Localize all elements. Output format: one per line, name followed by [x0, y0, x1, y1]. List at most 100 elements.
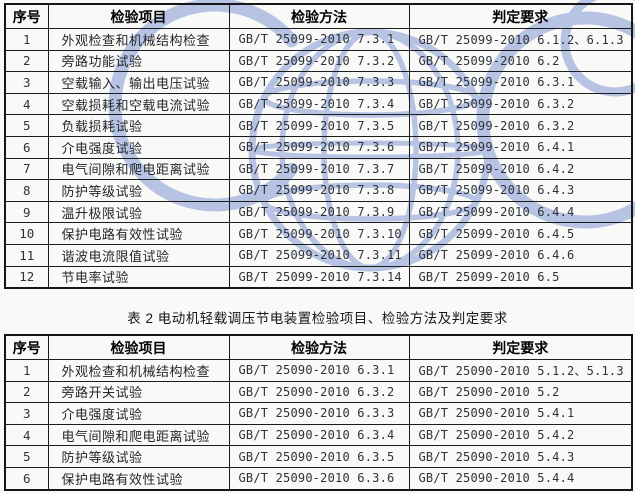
table-row: 1 外观检查和机械结构检查 GB/T 25099-2010 7.3.1 GB/T 25… — [4, 28, 633, 51]
table-row: 4 空载损耗和空载电流试验 GB/T 25099-2010 7.3.4 GB/T 25… — [4, 92, 633, 116]
table-row: 3 空载输入、输出电压试验 GB/T 25099-2010 7.3.3 GB/T 25… — [4, 71, 633, 94]
cell-method: GB/T 25099-2010 7.3.5 — [228, 114, 410, 137]
cell-method: GB/T 25099-2010 7.3.1 — [228, 28, 410, 51]
cell-item: 介电强度试验 — [47, 402, 230, 425]
cell-item: 旁路开关试验 — [47, 380, 230, 404]
table-row: 12 节电率试验 GB/T 25099-2010 7.3.14 GB/T 25099-… — [4, 265, 633, 289]
cell-method: GB/T 25090-2010 6.3.4 — [228, 423, 410, 447]
cell-item: 电气间隙和爬电距离试验 — [47, 423, 230, 447]
cell-method: GB/T 25090-2010 6.3.1 — [228, 359, 410, 382]
cell-requirement: GB/T 25099-2010 6.4.4 — [408, 200, 633, 224]
table-row: 2 旁路开关试验 GB/T 25090-2010 6.3.2 GB/T 25090-2… — [4, 380, 633, 404]
cell-method: GB/T 25099-2010 7.3.10 — [228, 222, 410, 245]
inspection-table-2: 序号 检验项目 检验方法 判定要求 1 外观检查和机械结构检查 GB/T 25090-20… — [4, 334, 633, 491]
cell-method: GB/T 25099-2010 7.3.2 — [228, 49, 410, 73]
cell-item: 旁路功能试验 — [47, 49, 230, 73]
cell-requirement: GB/T 25090-2010 5.1.2、5.1.3 — [408, 359, 633, 382]
cell-method: GB/T 25090-2010 6.3.5 — [228, 445, 410, 468]
cell-requirement: GB/T 25090-2010 5.4.3 — [408, 445, 633, 468]
cell-requirement: GB/T 25099-2010 6.5 — [408, 265, 633, 289]
header-no: 序号 — [4, 334, 49, 360]
cell-method: GB/T 25090-2010 6.3.6 — [228, 466, 410, 491]
cell-item: 空载输入、输出电压试验 — [47, 71, 230, 94]
table2-header-row: 序号 检验项目 检验方法 判定要求 — [4, 334, 633, 360]
cell-no: 4 — [4, 423, 49, 447]
header-item: 检验项目 — [47, 3, 230, 29]
cell-requirement: GB/T 25099-2010 6.4.6 — [408, 243, 633, 267]
table1-body: 1 外观检查和机械结构检查 GB/T 25099-2010 7.3.1 GB/T 25… — [4, 28, 633, 289]
cell-item: 介电强度试验 — [47, 135, 230, 159]
cell-item: 外观检查和机械结构检查 — [47, 359, 230, 382]
table-row: 5 防护等级试验 GB/T 25090-2010 6.3.5 GB/T 25090-2… — [4, 445, 633, 468]
cell-item: 防护等级试验 — [47, 179, 230, 202]
cell-no: 3 — [4, 71, 49, 94]
cell-method: GB/T 25099-2010 7.3.9 — [228, 200, 410, 224]
cell-method: GB/T 25090-2010 6.3.2 — [228, 380, 410, 404]
cell-item: 负载损耗试验 — [47, 114, 230, 137]
cell-item: 温升极限试验 — [47, 200, 230, 224]
cell-requirement: GB/T 25099-2010 6.4.3 — [408, 179, 633, 202]
table-row: 6 保护电路有效性试验 GB/T 25090-2010 6.3.6 GB/T 2509… — [4, 466, 633, 491]
header-requirement: 判定要求 — [408, 3, 633, 29]
table-row: 5 负载损耗试验 GB/T 25099-2010 7.3.5 GB/T 25099-2… — [4, 114, 633, 137]
cell-no: 5 — [4, 114, 49, 137]
cell-item: 谐波电流限值试验 — [47, 243, 230, 267]
header-no: 序号 — [4, 3, 49, 29]
header-method: 检验方法 — [228, 334, 410, 360]
header-method: 检验方法 — [228, 3, 410, 29]
cell-item: 保护电路有效性试验 — [47, 466, 230, 491]
table-row: 9 温升极限试验 GB/T 25099-2010 7.3.9 GB/T 25099-2… — [4, 200, 633, 224]
table2-body: 1 外观检查和机械结构检查 GB/T 25090-2010 6.3.1 GB/T 25… — [4, 359, 633, 491]
cell-item: 空载损耗和空载电流试验 — [47, 92, 230, 116]
cell-no: 4 — [4, 92, 49, 116]
cell-requirement: GB/T 25099-2010 6.4.5 — [408, 222, 633, 245]
inspection-table-1: 序号 检验项目 检验方法 判定要求 1 外观检查和机械结构检查 GB/T 25099-20… — [4, 3, 633, 290]
cell-no: 7 — [4, 157, 49, 181]
cell-method: GB/T 25099-2010 7.3.4 — [228, 92, 410, 116]
cell-no: 1 — [4, 359, 49, 382]
cell-item: 防护等级试验 — [47, 445, 230, 468]
cell-requirement: GB/T 25099-2010 6.4.2 — [408, 157, 633, 181]
header-item: 检验项目 — [47, 334, 230, 360]
table1-header-row: 序号 检验项目 检验方法 判定要求 — [4, 3, 633, 29]
cell-item: 保护电路有效性试验 — [47, 222, 230, 245]
cell-requirement: GB/T 25099-2010 6.3.2 — [408, 92, 633, 116]
cell-method: GB/T 25099-2010 7.3.3 — [228, 71, 410, 94]
cell-no: 6 — [4, 466, 49, 491]
table-row: 6 介电强度试验 GB/T 25099-2010 7.3.6 GB/T 25099-2… — [4, 135, 633, 159]
table-row: 8 防护等级试验 GB/T 25099-2010 7.3.8 GB/T 25099-2… — [4, 179, 633, 202]
header-requirement: 判定要求 — [408, 334, 633, 360]
cell-no: 3 — [4, 402, 49, 425]
table-row: 10 保护电路有效性试验 GB/T 25099-2010 7.3.10 GB/T 25… — [4, 222, 633, 245]
table-row: 1 外观检查和机械结构检查 GB/T 25090-2010 6.3.1 GB/T 25… — [4, 359, 633, 382]
cell-no: 6 — [4, 135, 49, 159]
table-row: 4 电气间隙和爬电距离试验 GB/T 25090-2010 6.3.4 GB/T 25… — [4, 423, 633, 447]
cell-no: 11 — [4, 243, 49, 267]
table-row: 11 谐波电流限值试验 GB/T 25099-2010 7.3.11 GB/T 250… — [4, 243, 633, 267]
cell-no: 5 — [4, 445, 49, 468]
cell-requirement: GB/T 25090-2010 5.2 — [408, 380, 633, 404]
cell-requirement: GB/T 25099-2010 6.3.1 — [408, 71, 633, 94]
cell-method: GB/T 25099-2010 7.3.11 — [228, 243, 410, 267]
cell-no: 9 — [4, 200, 49, 224]
cell-method: GB/T 25099-2010 7.3.6 — [228, 135, 410, 159]
cell-no: 2 — [4, 380, 49, 404]
table-row: 2 旁路功能试验 GB/T 25099-2010 7.3.2 GB/T 25099-2… — [4, 49, 633, 73]
cell-item: 电气间隙和爬电距离试验 — [47, 157, 230, 181]
cell-no: 8 — [4, 179, 49, 202]
cell-requirement: GB/T 25090-2010 5.4.1 — [408, 402, 633, 425]
cell-no: 1 — [4, 28, 49, 51]
cell-item: 外观检查和机械结构检查 — [47, 28, 230, 51]
cell-no: 10 — [4, 222, 49, 245]
cell-requirement: GB/T 25090-2010 5.4.2 — [408, 423, 633, 447]
table-row: 7 电气间隙和爬电距离试验 GB/T 25099-2010 7.3.7 GB/T 25… — [4, 157, 633, 181]
cell-item: 节电率试验 — [47, 265, 230, 289]
cell-method: GB/T 25099-2010 7.3.14 — [228, 265, 410, 289]
cell-method: GB/T 25099-2010 7.3.8 — [228, 179, 410, 202]
cell-method: GB/T 25099-2010 7.3.7 — [228, 157, 410, 181]
cell-no: 2 — [4, 49, 49, 73]
cell-requirement: GB/T 25099-2010 6.4.1 — [408, 135, 633, 159]
cell-requirement: GB/T 25099-2010 6.1.2、6.1.3 — [408, 28, 633, 51]
cell-requirement: GB/T 25099-2010 6.3.2 — [408, 114, 633, 137]
